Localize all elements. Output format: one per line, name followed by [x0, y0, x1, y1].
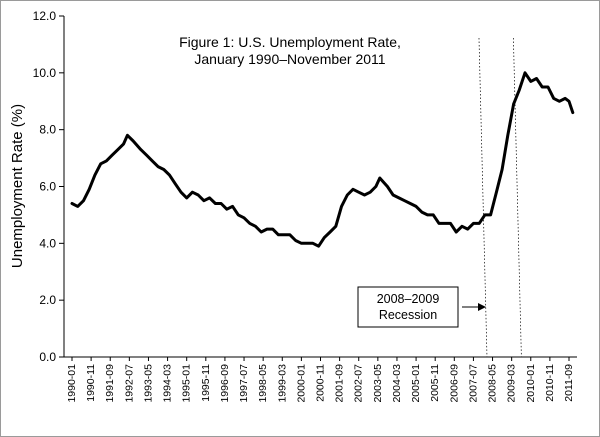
- y-tick-label: 10.0: [33, 66, 57, 80]
- x-tick-label: 1998-05: [257, 364, 269, 403]
- annotation-box: [357, 286, 459, 328]
- recession-end-line: [513, 37, 522, 358]
- x-tick-label: 2011-09: [563, 364, 575, 402]
- x-tick-label: 2006-09: [448, 364, 460, 403]
- x-tick-label: 1991-09: [104, 364, 116, 403]
- x-tick-label: 1995-11: [200, 364, 212, 402]
- series-layer: [70, 71, 575, 248]
- x-tick-label: 1992-07: [123, 364, 135, 403]
- x-tick-label: 1996-09: [219, 364, 231, 403]
- x-tick-label: 2002-07: [353, 364, 365, 403]
- x-tick-label: 1990-01: [66, 364, 78, 403]
- x-tick-label: 2010-11: [544, 364, 556, 402]
- x-tick-label: 1999-03: [276, 364, 288, 403]
- y-tick-label: 6.0: [39, 180, 56, 194]
- recession-annotation: 2008–2009 Recession: [357, 286, 486, 328]
- x-tick-label: 2005-11: [429, 364, 441, 402]
- x-tick-label: 1997-07: [238, 364, 250, 403]
- annotation-arrowhead: [478, 303, 486, 311]
- x-tick-label: 1995-01: [181, 364, 193, 403]
- x-tick-label: 2009-03: [506, 364, 518, 403]
- y-tick-label: 4.0: [39, 236, 56, 250]
- y-axis-label: Unemployment Rate (%): [9, 104, 26, 268]
- y-tick-label: 0.0: [39, 350, 56, 364]
- annotation-line-1: 2008–2009: [377, 292, 440, 306]
- x-tick-label: 2010-01: [525, 364, 537, 403]
- x-tick-label: 2001-09: [334, 364, 346, 403]
- recession-markers: [478, 37, 522, 358]
- x-tick-label: 2005-01: [410, 364, 422, 403]
- y-tick-label: 8.0: [39, 123, 56, 137]
- x-tick-label: 2007-07: [467, 364, 479, 403]
- recession-start-line: [478, 37, 488, 358]
- axes: 0.0 2.0 4.0 6.0 8.0 10.0 12.0 1990-01 1990-11 199…: [33, 9, 577, 403]
- x-tick-label: 1993-05: [142, 364, 154, 403]
- x-tick-label: 2000-01: [295, 364, 307, 403]
- y-tick-label: 2.0: [39, 293, 56, 307]
- x-tick-label: 1990-11: [85, 364, 97, 402]
- unemployment-line: [70, 71, 575, 248]
- chart-subtitle: January 1990–November 2011: [194, 51, 385, 67]
- x-tick-label: 2004-03: [391, 364, 403, 403]
- chart-title: Figure 1: U.S. Unemployment Rate,: [179, 34, 401, 50]
- x-tick-label: 2000-11: [315, 364, 327, 402]
- x-tick-label: 1994-03: [162, 364, 174, 403]
- x-tick-label: 2003-05: [372, 364, 384, 403]
- x-tick-label: 2008-05: [487, 364, 499, 403]
- y-tick-label: 12.0: [33, 9, 57, 23]
- annotation-line-2: Recession: [379, 308, 437, 322]
